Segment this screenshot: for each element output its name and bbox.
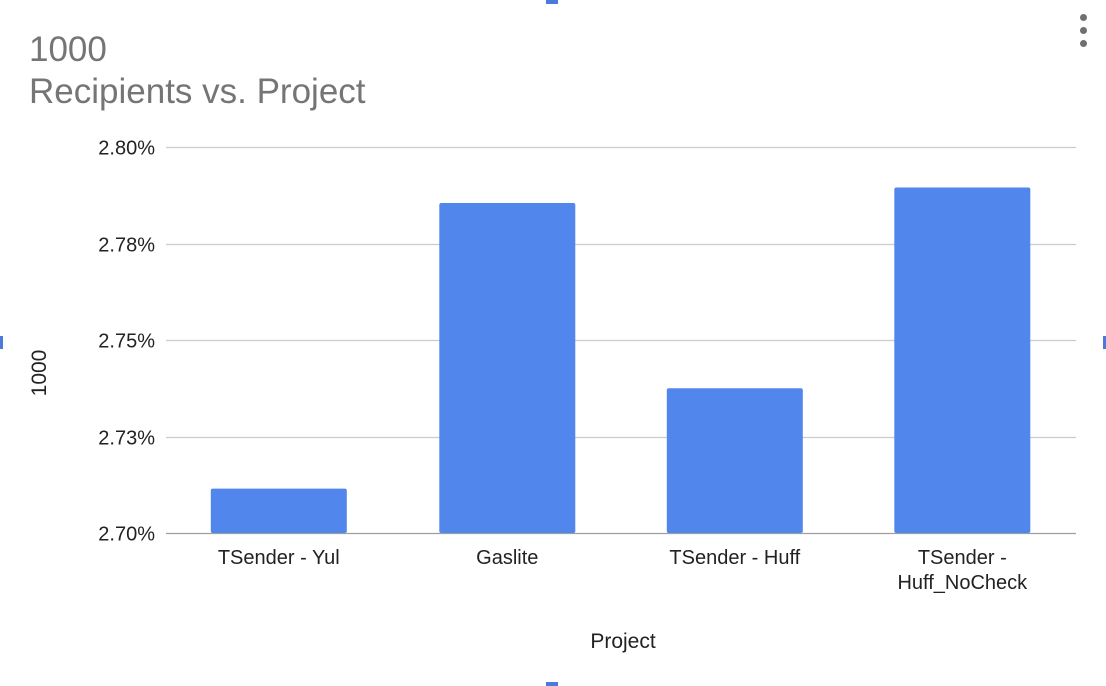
bars: [210, 187, 1031, 534]
resize-handle-bottom[interactable]: [546, 682, 558, 686]
resize-handle-left[interactable]: [0, 336, 3, 349]
y-tick-label: 2.80%: [98, 138, 155, 160]
x-tick-labels: TSender - Yul Gaslite TSender - Huff TSende…: [218, 547, 1028, 594]
x-tick-label: TSender -Huff_NoCheck: [897, 547, 1028, 594]
more-vert-icon[interactable]: [1076, 14, 1090, 50]
bar-1[interactable]: [439, 203, 576, 533]
x-axis-label: Project: [590, 630, 656, 653]
x-tick-label: Gaslite: [476, 547, 538, 569]
y-tick-label: 2.75%: [98, 331, 155, 353]
chart-subtitle: Recipients vs. Project: [29, 72, 366, 111]
bar-2[interactable]: [666, 388, 803, 533]
y-tick-label: 2.73%: [98, 428, 155, 450]
y-tick-label: 2.78%: [98, 235, 155, 257]
resize-handle-top[interactable]: [546, 0, 558, 4]
y-tick-label: 2.70%: [98, 524, 155, 546]
y-axis-label: 1000: [28, 350, 51, 397]
bar-0[interactable]: [210, 488, 347, 533]
x-tick-label: TSender - Yul: [218, 547, 340, 569]
x-tick-label: TSender - Huff: [669, 547, 800, 569]
chart-title: 1000: [29, 30, 107, 69]
y-tick-labels: 2.70% 2.73% 2.75% 2.78% 2.80%: [98, 138, 155, 546]
resize-handle-right[interactable]: [1103, 336, 1106, 349]
bar-3[interactable]: [894, 187, 1031, 534]
